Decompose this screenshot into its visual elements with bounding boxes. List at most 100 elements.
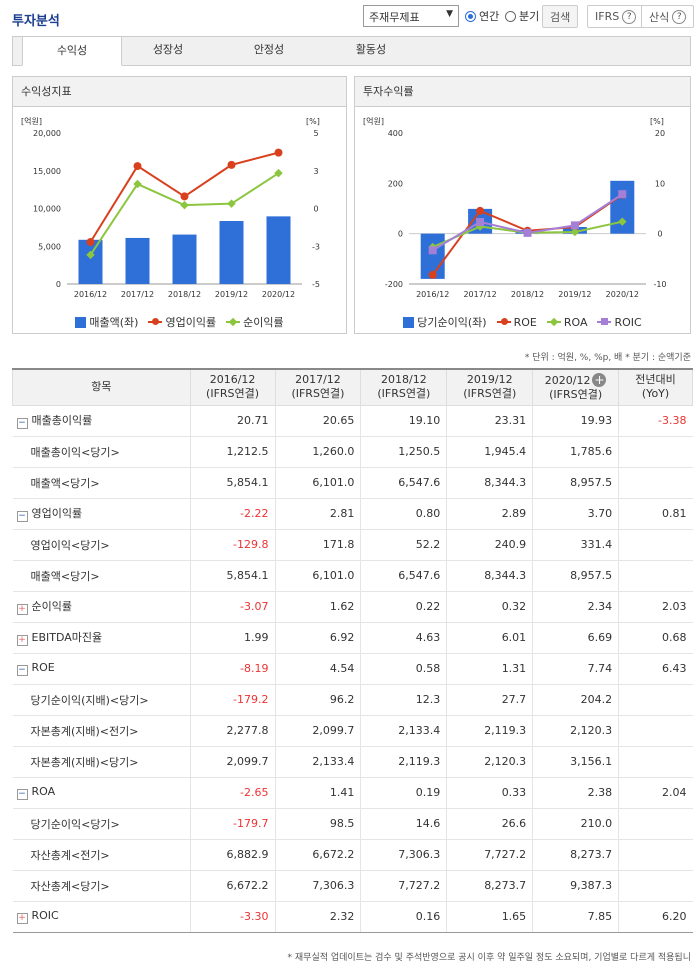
search-button[interactable]: 검색 [542, 5, 579, 28]
collapse-icon[interactable]: − [16, 789, 28, 800]
formula-button[interactable]: 산식 ? [641, 5, 695, 28]
data-point[interactable] [523, 228, 532, 237]
table-cell: -3.38 [618, 405, 693, 437]
data-point[interactable] [570, 227, 580, 237]
bar[interactable] [78, 239, 103, 284]
table-row: − 영업이익률 -2.22 2.81 0.80 2.89 3.70 0.81 [12, 498, 693, 530]
legend-item[interactable]: ROIC [597, 313, 642, 331]
bar[interactable] [172, 234, 197, 284]
legend-item[interactable]: 매출액(좌) [75, 313, 138, 331]
table-cell: 1,785.6 [532, 436, 619, 468]
radio-checked-icon [465, 10, 476, 22]
radio-quarter[interactable]: 분기 [505, 8, 539, 24]
legend-item[interactable]: 영업이익률 [148, 313, 216, 331]
table-cell: 7,727.2 [360, 870, 447, 902]
y-tick-right: -3 [312, 242, 320, 251]
row-label[interactable]: − 영업이익률 [12, 498, 191, 530]
data-point[interactable] [274, 148, 283, 157]
row-label: 자본총계(지배)<전기> [12, 715, 191, 747]
header-period: 2018/12 (IFRS연결) [360, 368, 448, 406]
statement-select[interactable]: 주재무제표 ▼ [363, 5, 459, 27]
data-point[interactable] [227, 199, 236, 208]
tab-stability[interactable]: 안정성 [253, 43, 285, 56]
panel-title: 투자수익률 [355, 77, 690, 107]
table-cell: 23.31 [446, 405, 533, 437]
data-point[interactable] [570, 221, 579, 230]
row-label[interactable]: − ROA [12, 777, 191, 809]
table-cell: 210.0 [532, 808, 619, 840]
table-header-row: 항목 2016/12 (IFRS연결) 2017/12 (IFRS연결) 2018/12(… [12, 368, 693, 406]
row-label[interactable]: + ROIC [12, 901, 191, 933]
table-cell: 2.32 [274, 901, 361, 933]
table-row: + 순이익률 -3.07 1.62 0.22 0.32 2.34 2.03 [12, 591, 693, 623]
data-point[interactable] [86, 250, 95, 260]
bar[interactable] [125, 237, 150, 284]
bar[interactable] [219, 221, 244, 284]
legend-label: 당기순이익(좌) [417, 316, 487, 329]
table-cell: 26.6 [446, 808, 533, 840]
table-row: 당기순이익(지배)<당기> -179.2 96.2 12.3 27.7 204.2 [12, 684, 693, 716]
collapse-icon[interactable]: − [16, 665, 28, 676]
table-cell: -179.2 [189, 684, 276, 716]
collapse-icon[interactable]: − [16, 511, 28, 522]
tab-growth[interactable]: 성장성 [152, 43, 184, 56]
table-cell: 6.20 [618, 901, 693, 933]
legend-item[interactable]: ROA [546, 313, 588, 331]
table-cell: 19.10 [360, 405, 447, 437]
table-cell: -8.19 [189, 653, 276, 685]
row-label[interactable]: + EBITDA마진율 [12, 622, 191, 654]
tab-activity[interactable]: 활동성 [355, 43, 387, 56]
table-cell: 6.43 [618, 653, 693, 685]
legend-item[interactable]: 당기순이익(좌) [403, 313, 487, 331]
data-point[interactable] [618, 190, 627, 199]
help-icon: ? [672, 9, 687, 24]
header-period: 2016/12 (IFRS연결) [189, 368, 276, 406]
table-cell: 7.74 [532, 653, 619, 685]
y-tick-left: -200 [385, 280, 403, 289]
table-cell [618, 529, 693, 561]
collapse-icon[interactable]: − [16, 418, 28, 429]
legend-item[interactable]: ROE [496, 313, 537, 331]
tab-profitability[interactable]: 수익성 [22, 36, 122, 66]
bar[interactable] [266, 216, 291, 284]
ifrs-button[interactable]: IFRS ? [587, 5, 645, 28]
row-label[interactable]: + 순이익률 [12, 591, 191, 623]
table-cell: 4.63 [360, 622, 447, 654]
table-cell: 6.69 [532, 622, 619, 654]
table-cell: -2.65 [189, 777, 276, 809]
header-period: 2019/12 (IFRS연결) [446, 368, 534, 406]
data-point[interactable] [133, 179, 142, 189]
y-tick-right: 0 [657, 230, 662, 239]
data-point[interactable] [428, 246, 437, 255]
expand-plus-icon[interactable]: + [592, 372, 607, 387]
data-point[interactable] [274, 168, 283, 178]
legend-label: ROA [563, 315, 588, 329]
radio-annual[interactable]: 연간 [465, 8, 499, 24]
expand-icon[interactable]: + [16, 604, 28, 615]
table-row: + EBITDA마진율 1.99 6.92 4.63 6.01 6.69 0.68 [12, 622, 693, 654]
data-point[interactable] [476, 217, 485, 226]
expand-icon[interactable]: + [16, 635, 28, 646]
row-label[interactable]: − 매출총이익률 [12, 405, 191, 437]
data-point[interactable] [86, 238, 95, 247]
legend-item[interactable]: 순이익률 [226, 313, 284, 331]
table-cell: 8,957.5 [532, 467, 619, 499]
row-label[interactable]: − ROE [12, 653, 191, 685]
chevron-down-icon: ▼ [446, 9, 453, 19]
data-point[interactable] [476, 206, 485, 215]
table-cell: 0.22 [360, 591, 447, 623]
table-row: 자본총계(지배)<전기> 2,277.8 2,099.7 2,133.4 2,119.3… [12, 715, 693, 747]
data-point[interactable] [180, 192, 189, 201]
expand-icon[interactable]: + [16, 913, 28, 924]
data-point[interactable] [180, 200, 189, 210]
header-period: 전년대비 (YoY) [618, 368, 693, 406]
top-bar: 투자분석 주재무제표 ▼ 연간 분기 검색 IFRS ? 산식 ? [0, 0, 697, 34]
table-cell [618, 808, 693, 840]
row-label: 당기순이익<당기> [12, 808, 191, 840]
table-cell: 19.93 [532, 405, 619, 437]
data-point[interactable] [428, 270, 437, 279]
data-point[interactable] [227, 160, 236, 169]
y-axis-left-unit: [억원] [363, 116, 384, 126]
data-point[interactable] [133, 162, 142, 171]
legend-swatch [496, 318, 511, 325]
